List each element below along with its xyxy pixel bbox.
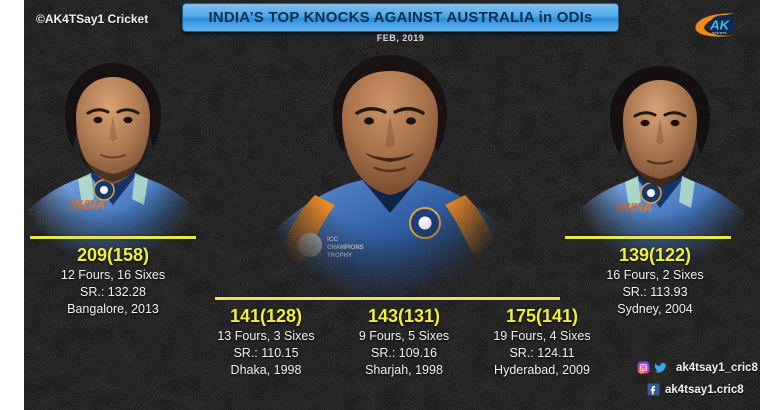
svg-text:ICC: ICC [327,236,339,243]
svg-text:AK: AK [709,17,731,32]
svg-text:CHAMPIONS: CHAMPIONS [327,245,364,251]
svg-text:TROPHY: TROPHY [327,253,352,259]
svg-text:INDIA: INDIA [617,200,652,215]
svg-text:INDIA: INDIA [70,197,105,212]
svg-text:SPORTS: SPORTS [712,31,727,35]
